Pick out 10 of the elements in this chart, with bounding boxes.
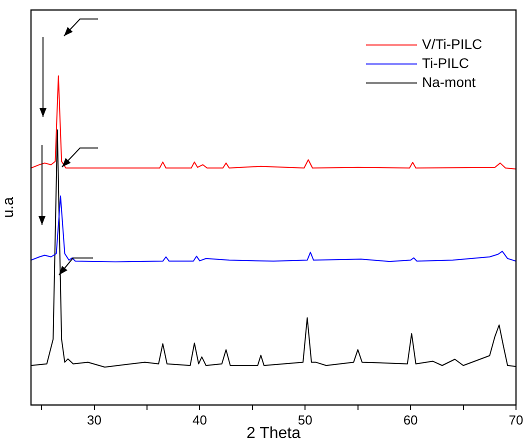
legend-label: Ti-PILC [422,54,469,71]
legend-label: Na-mont [422,74,476,90]
x-tick-label: 60 [403,412,418,428]
x-tick-label: 70 [508,412,524,428]
x-tick-label: 50 [298,412,312,428]
x-axis-title: 2 Theta [246,424,301,442]
x-tick-label: 40 [192,412,207,428]
legend-label: V/Ti-PILC [422,36,482,52]
y-axis-title: u.a [0,196,18,218]
x-tick-label: 30 [87,412,102,428]
